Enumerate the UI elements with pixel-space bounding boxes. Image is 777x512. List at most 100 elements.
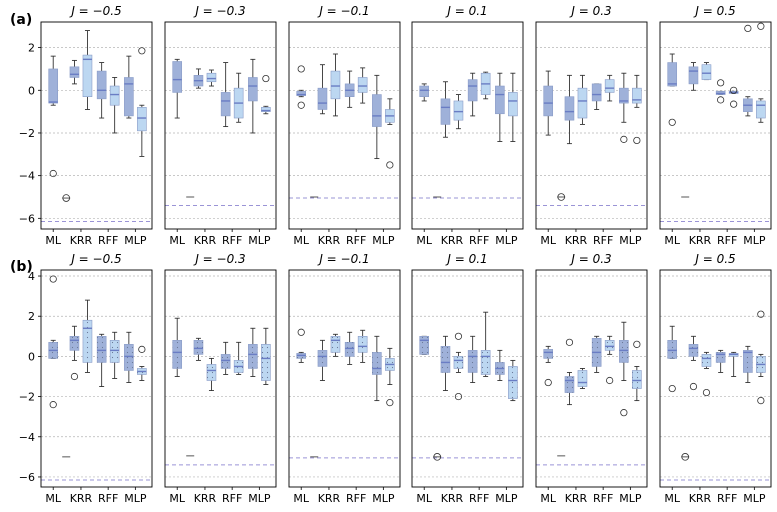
box-mlp-light	[261, 74, 271, 115]
box-mlp-light	[756, 22, 766, 123]
box-rff-light	[109, 331, 120, 379]
panel-frame	[40, 21, 153, 230]
box-hatch	[248, 344, 258, 369]
panel-frame	[411, 21, 524, 230]
panel-b-4: J = 0.1 ML KRR RFF MLP	[411, 252, 524, 505]
panel-a-3: J = −0.1 ML KRR RFF MLP	[288, 4, 401, 247]
outlier-point	[757, 22, 765, 30]
box-hatch	[358, 336, 368, 353]
x-tick-label: MLP	[619, 234, 642, 247]
box-krr-light	[330, 333, 341, 357]
box-rff-light	[480, 311, 491, 377]
box-rff-light	[728, 86, 739, 108]
box-hatch	[69, 336, 79, 351]
box-hatch	[345, 342, 355, 357]
box-hatch	[221, 354, 231, 369]
x-tick-label: RFF	[593, 492, 613, 505]
box-rff-light	[604, 335, 615, 385]
outlier-point	[730, 86, 738, 94]
panel-b-2: J = −0.3 ML KRR RFF MLP	[164, 252, 277, 505]
box-body	[756, 100, 766, 119]
outlier-point	[730, 100, 738, 108]
box-mlp-dark	[495, 349, 505, 381]
box-hatch	[508, 366, 518, 399]
x-tick-label: KRR	[318, 492, 341, 505]
x-tick-label: RFF	[717, 492, 737, 505]
panel-b-6: J = 0.5 ML KRR RFF MLP	[659, 252, 772, 505]
box-mlp-light	[508, 72, 518, 142]
x-tick-label: MLP	[372, 234, 395, 247]
y-tick-label: −6	[19, 471, 35, 484]
x-tick-label: ML	[416, 234, 432, 247]
box-body	[48, 68, 59, 104]
outlier-point	[633, 136, 641, 145]
ml-estimate-circle	[433, 453, 442, 461]
panel-frame	[164, 21, 277, 230]
panel-title: J = −0.3	[193, 4, 245, 18]
x-tick-label: ML	[45, 234, 61, 247]
panel-a-1: J = −0.5 ML KRR RFF MLP 2 0 −2 −4 −6	[19, 4, 153, 247]
box-rff-dark	[591, 335, 602, 373]
box-mlp-light	[385, 347, 395, 407]
box-hatch	[632, 370, 642, 389]
panel-frame	[535, 269, 648, 488]
ml-estimate-circle	[681, 453, 690, 461]
x-tick-label: MLP	[124, 492, 147, 505]
panel-title: J = 0.3	[569, 252, 611, 266]
box-krr-light	[82, 299, 93, 373]
x-tick-label: ML	[169, 492, 185, 505]
box-hatch	[440, 346, 450, 373]
panel-frame	[288, 21, 401, 230]
outlier-point	[620, 409, 628, 417]
row-label-b: (b)	[10, 259, 33, 275]
y-tick-label: −4	[19, 170, 35, 183]
box-body	[82, 54, 93, 97]
box-hatch	[701, 354, 711, 367]
y-tick-label: 0	[28, 84, 35, 97]
panel-a-6: J = 0.5 ML KRR RFF MLP	[659, 4, 772, 247]
box-hatch	[419, 336, 429, 355]
box-mlp-dark	[743, 345, 753, 383]
x-tick-label: MLP	[495, 234, 518, 247]
ml-estimate-circle	[557, 193, 566, 201]
box-hatch	[261, 344, 271, 381]
panel-title: J = 0.5	[693, 4, 735, 18]
x-tick-label: KRR	[441, 234, 464, 247]
box-hatch	[97, 336, 107, 363]
box-krr-dark	[69, 325, 80, 381]
box-body	[632, 87, 642, 104]
box-rff-dark	[344, 70, 355, 108]
box-rff-light	[728, 351, 739, 377]
outlier-point	[297, 328, 305, 336]
box-krr-dark	[317, 339, 328, 381]
x-tick-label: MLP	[124, 234, 147, 247]
box-rff-light	[109, 77, 120, 134]
y-tick-label: −4	[19, 431, 35, 444]
box-body	[453, 100, 464, 121]
box-mlp-light	[385, 98, 395, 169]
outlier-point	[138, 345, 146, 353]
box-ml-dark	[667, 53, 678, 126]
box-hatch	[330, 336, 340, 353]
box-krr-dark	[317, 64, 328, 115]
box-hatch	[543, 349, 553, 359]
box-hatch	[172, 340, 182, 369]
box-krr-light	[330, 53, 341, 117]
x-tick-label: RFF	[222, 234, 242, 247]
y-tick-label: −2	[19, 391, 35, 404]
box-rff-dark	[715, 79, 726, 104]
box-hatch	[468, 350, 478, 373]
box-body	[372, 94, 382, 127]
x-tick-label: MLP	[619, 492, 642, 505]
row-a: J = −0.5 ML KRR RFF MLP 2 0 −2 −4 −6 J = −0.3 ML KRR…	[19, 4, 772, 247]
box-rff-dark	[715, 349, 726, 373]
box-body	[467, 79, 478, 102]
box-rff-dark	[96, 62, 107, 119]
x-tick-label: ML	[169, 234, 185, 247]
panel-title: J = −0.3	[193, 252, 245, 266]
x-tick-label: ML	[293, 234, 309, 247]
x-tick-label: MLP	[743, 234, 766, 247]
box-ml-dark	[296, 65, 307, 109]
panel-frame	[40, 269, 153, 488]
